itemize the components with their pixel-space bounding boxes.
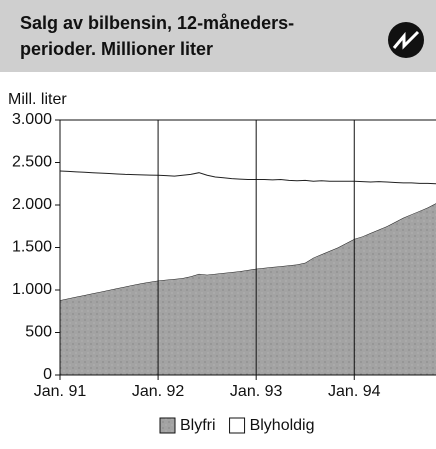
legend-label: Blyfri	[180, 417, 216, 434]
y-tick-label: 1.000	[12, 281, 52, 298]
logo	[388, 22, 424, 58]
y-tick-label: 500	[25, 324, 52, 341]
y-axis-label: Mill. liter	[8, 91, 67, 108]
x-tick-label: Jan. 91	[34, 383, 87, 400]
legend-label: Blyholdig	[250, 417, 315, 434]
y-tick-label: 0	[43, 366, 52, 383]
area	[60, 171, 436, 301]
chart-title: perioder. Millioner liter	[20, 39, 213, 59]
chart-title: Salg av bilbensin, 12-måneders-	[20, 13, 294, 33]
y-tick-label: 1.500	[12, 239, 52, 256]
y-tick-label: 3.000	[12, 111, 52, 128]
legend-swatch	[159, 417, 176, 434]
x-tick-label: Jan. 92	[132, 383, 185, 400]
y-tick-label: 2.500	[12, 154, 52, 171]
legend-swatch	[229, 417, 246, 434]
header-band	[0, 0, 436, 72]
x-tick-label: Jan. 94	[328, 383, 381, 400]
area	[60, 203, 436, 375]
area-edge	[59, 170, 436, 185]
y-tick-label: 2.000	[12, 196, 52, 213]
x-tick-label: Jan. 93	[230, 383, 283, 400]
